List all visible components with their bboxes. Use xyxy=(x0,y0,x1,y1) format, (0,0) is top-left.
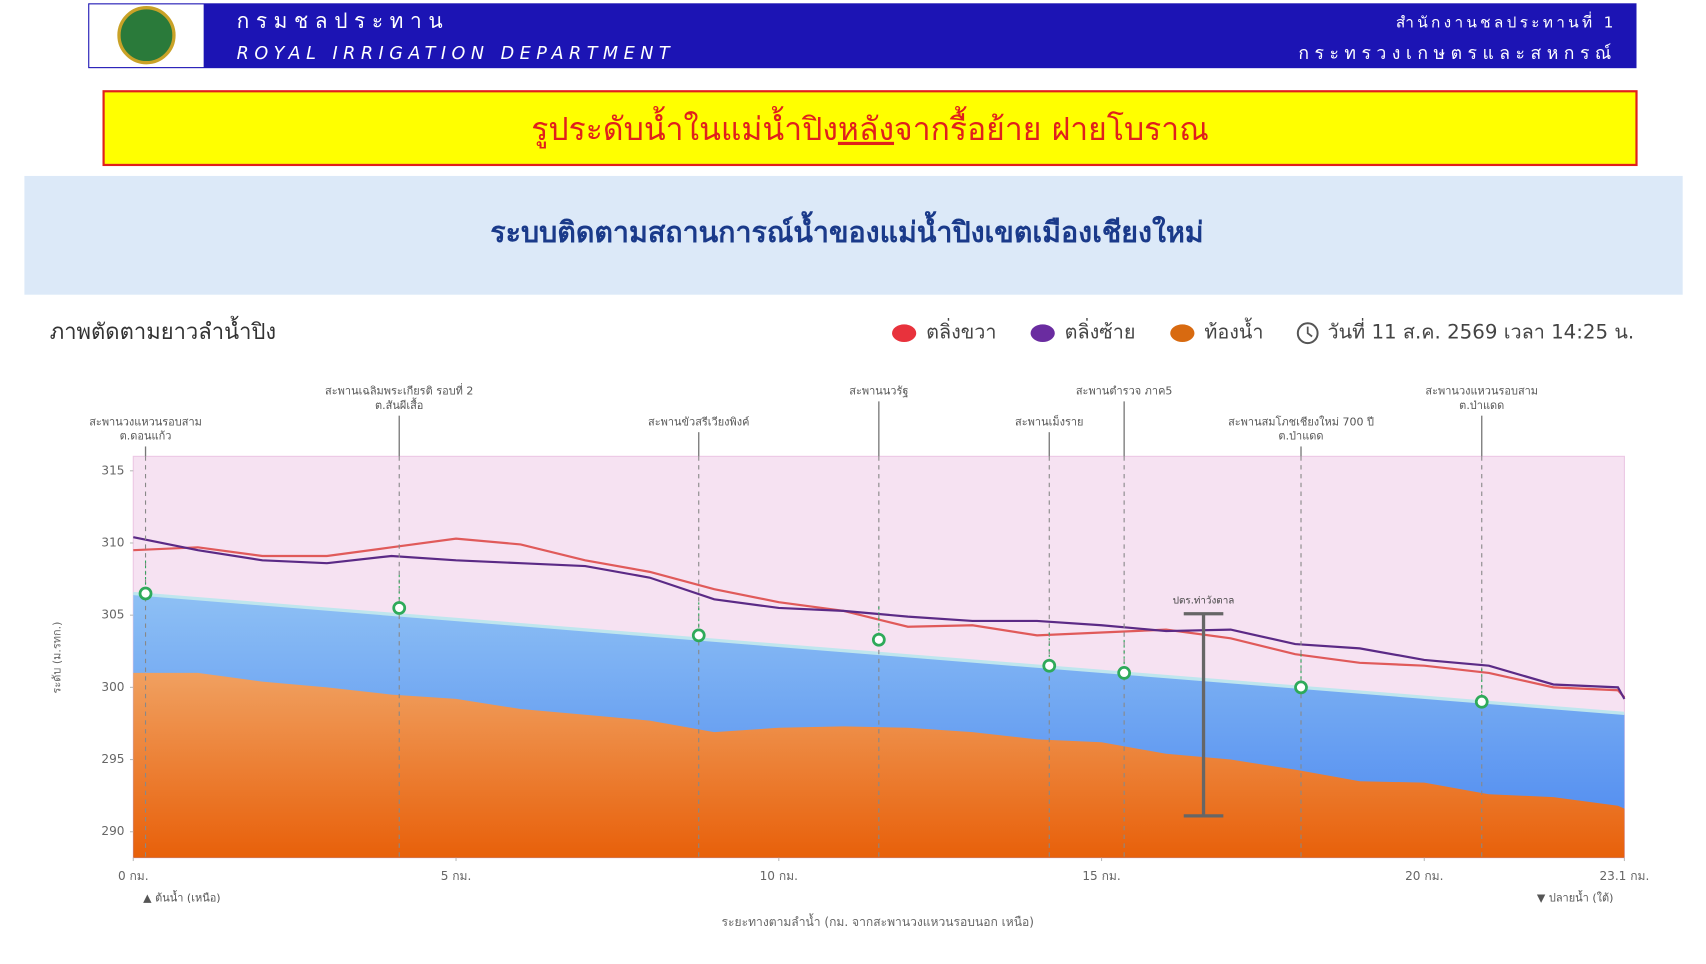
legend-swatch xyxy=(892,324,917,342)
bridge-label: ต.ป่าแดด xyxy=(1459,399,1504,412)
bridge-label: ต.ดอนแก้ว xyxy=(120,430,172,443)
x-tick-label: 23.1 กม. xyxy=(1599,869,1649,883)
legend-label: ตลิ่งซ้าย xyxy=(1065,319,1136,344)
panel-header xyxy=(24,175,1683,295)
bridge-label: สะพานวงแหวนรอบสาม xyxy=(89,415,202,428)
water-level-point xyxy=(1042,658,1057,673)
bridge-label: สะพานวงแหวนรอบสาม xyxy=(1425,384,1538,397)
water-level-point xyxy=(871,632,886,647)
x-tick-label: 20 กม. xyxy=(1405,869,1443,883)
legend-swatch xyxy=(1030,324,1055,342)
y-tick-label: 310 xyxy=(101,535,124,549)
water-level-point xyxy=(1117,666,1132,680)
clock-hands xyxy=(1306,326,1313,338)
water-level-point xyxy=(392,601,407,615)
x-start-note: ▲ ต้นน้ำ (เหนือ) xyxy=(143,889,220,904)
bank-line xyxy=(133,537,1626,699)
banner-part: รูประดับน้ำในแม่น้ำปิง xyxy=(531,106,838,149)
water-level-point xyxy=(1474,694,1489,709)
y-tick-label: 315 xyxy=(101,463,124,477)
x-end-note: ▼ ปลายน้ำ (ใต้) xyxy=(1537,889,1613,904)
header-subtitle: ROYAL IRRIGATION DEPARTMENT xyxy=(237,44,675,64)
legend-label: ท้องน้ำ xyxy=(1204,318,1263,344)
y-tick-label: 290 xyxy=(101,824,124,838)
header-bar xyxy=(88,3,1637,69)
x-tick-label: 0 กม. xyxy=(118,869,149,883)
panel-title: ระบบติดตามสถานการณ์น้ำของแม่น้ำปิงเขตเมื… xyxy=(490,211,1203,249)
legend-label: ตลิ่งขวา xyxy=(926,319,996,344)
bridge-label: สะพานเฉลิมพระเกียรติ รอบที่ 2 xyxy=(325,382,473,397)
y-axis-label: ระดับ (ม.รทก.) xyxy=(50,622,63,694)
bridge-label: สะพานตำรวจ ภาค5 xyxy=(1076,384,1173,397)
y-tick-label: 295 xyxy=(101,752,124,766)
y-tick-label: 305 xyxy=(101,608,124,622)
gauge-label: ปตร.ท่าวังตาล xyxy=(1173,596,1235,607)
bridge-label: สะพานขัวสรีเวียงพิงค์ xyxy=(648,415,749,428)
banner-text: รูประดับน้ำในแม่น้ำปิงหลังจากรื้อย้าย ฝา… xyxy=(531,106,1208,149)
bridge-label: ต.สันผีเสื้อ xyxy=(375,397,423,412)
x-tick-label: 10 กม. xyxy=(760,869,798,883)
bridge-label: ต.ป่าแดด xyxy=(1278,430,1323,443)
x-axis-label: ระยะทางตามลำน้ำ (กม. จากสะพานวงแหวนรอบนอ… xyxy=(722,913,1034,929)
banner xyxy=(102,90,1638,167)
header-office: สำนักงานชลประทานที่ 1 xyxy=(1396,12,1617,32)
bridge-label: สะพานนวรัฐ xyxy=(849,384,908,397)
bridge-label: สะพานสมโภชเชียงใหม่ 700 ปี xyxy=(1228,414,1374,428)
water-level-point xyxy=(691,628,706,643)
x-tick-label: 5 กม. xyxy=(441,869,472,883)
timestamp: วันที่ 11 ส.ค. 2569 เวลา 14:25 น. xyxy=(1328,319,1635,344)
water-level-point xyxy=(1294,680,1308,695)
bank-line xyxy=(133,536,1626,700)
chart-title: ภาพตัดตามยาวลำน้ำปิง xyxy=(50,316,276,345)
clock-icon xyxy=(1296,322,1319,345)
bridge-label: สะพานเม็งราย xyxy=(1015,414,1083,428)
header-title: กรมชลประทาน xyxy=(237,9,450,33)
water-level-point xyxy=(138,586,153,601)
banner-emphasis: หลัง xyxy=(838,110,894,148)
header-ministry: กระทรวงเกษตรและสหกรณ์ xyxy=(1298,43,1616,64)
logo xyxy=(117,6,176,65)
x-tick-label: 15 กม. xyxy=(1082,869,1120,883)
legend-swatch xyxy=(1170,324,1195,342)
banner-part: จากรื้อย้าย ฝายโบราณ xyxy=(894,106,1209,148)
y-tick-label: 300 xyxy=(101,680,124,694)
